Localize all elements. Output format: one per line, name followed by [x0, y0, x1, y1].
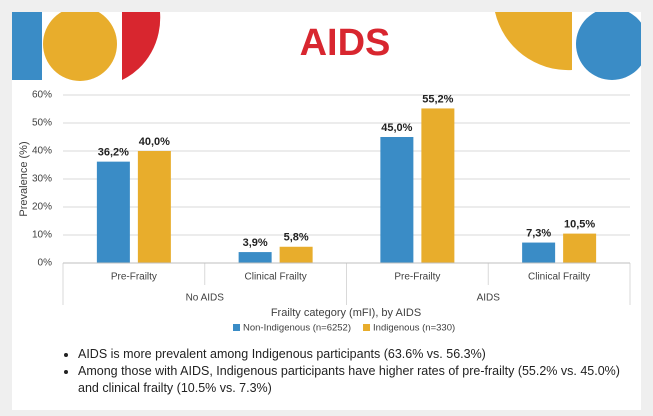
group-label: AIDS [477, 293, 501, 304]
x-axis-label: Frailty category (mFI), by AIDS [271, 307, 421, 319]
bullet: Among those with AIDS, Indigenous partic… [78, 363, 638, 397]
value-label: 5,8% [284, 232, 309, 244]
value-label: 7,3% [526, 227, 551, 239]
y-tick-label: 30% [32, 174, 52, 185]
legend-swatch [363, 324, 371, 331]
y-tick-label: 60% [32, 90, 52, 101]
bar [563, 233, 597, 263]
decoration [12, 12, 641, 81]
value-label: 10,5% [564, 219, 595, 231]
y-tick-label: 20% [32, 202, 52, 213]
x-tick-label: Pre-Frailty [111, 272, 157, 283]
bar [522, 242, 556, 263]
bar [421, 108, 455, 263]
bar [380, 137, 414, 263]
y-tick-label: 10% [32, 230, 52, 241]
y-tick-label: 0% [38, 258, 53, 269]
y-tick-label: 50% [32, 118, 52, 129]
y-axis-label: Prevalence (%) [18, 141, 30, 216]
chart-title: AIDS [300, 22, 391, 64]
bar [279, 246, 313, 263]
y-tick-label: 40% [32, 146, 52, 157]
bar [96, 161, 130, 263]
bullet: AIDS is more prevalent among Indigenous … [78, 346, 638, 363]
x-tick-label: Clinical Frailty [528, 272, 590, 283]
value-label: 3,9% [243, 237, 268, 249]
legend-label: Indigenous (n=330) [373, 323, 455, 334]
x-tick-label: Clinical Frailty [245, 272, 307, 283]
legend-swatch [233, 324, 240, 331]
value-label: 36,2% [98, 147, 129, 159]
group-label: No AIDS [186, 293, 225, 304]
value-label: 40,0% [139, 136, 170, 148]
value-label: 55,2% [422, 93, 453, 105]
legend-label: Non-Indigenous (n=6252) [243, 323, 351, 334]
bar [238, 252, 272, 263]
bullet-list: AIDS is more prevalent among Indigenous … [60, 346, 638, 397]
x-tick-label: Pre-Frailty [394, 272, 440, 283]
bar [137, 151, 171, 263]
value-label: 45,0% [381, 122, 412, 134]
